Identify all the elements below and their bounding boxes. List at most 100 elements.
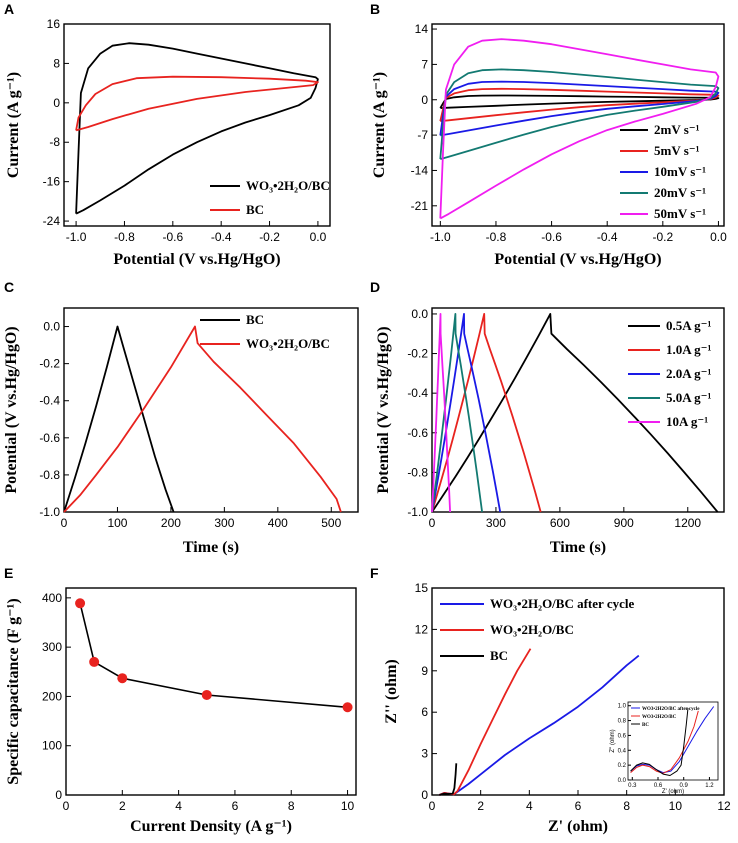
y-axis-label: Current (A g⁻¹) xyxy=(5,72,22,178)
y-tick-label: -16 xyxy=(43,175,61,189)
gcd-curve-current-density xyxy=(431,313,483,513)
capacitance-line xyxy=(79,603,348,709)
gcd-curve-current-density xyxy=(431,313,451,513)
x-tick-label: 0.0 xyxy=(710,230,727,244)
inset-legend-label: WO3•2H2O/BC xyxy=(642,715,677,720)
y-tick-label: 14 xyxy=(415,22,429,36)
capacitance-point xyxy=(342,702,353,713)
x-tick-label: -0.6 xyxy=(162,230,183,244)
y-tick-label: 9 xyxy=(421,664,428,678)
y-tick-label: 3 xyxy=(421,747,428,761)
x-tick-label: 200 xyxy=(161,516,181,530)
x-tick-label: 4 xyxy=(526,799,533,813)
inset-nyquist-curve xyxy=(630,710,699,774)
y-tick-label: 100 xyxy=(42,739,62,753)
x-tick-label: 12 xyxy=(717,799,731,813)
y-tick-label: -24 xyxy=(43,214,61,228)
inset-x-tick-label: 0.6 xyxy=(654,783,663,789)
y-tick-label: -0.4 xyxy=(407,386,428,400)
inset-y-tick-label: 0.8 xyxy=(618,719,627,725)
legend-label: 2mV s⁻¹ xyxy=(654,122,700,137)
chart-b-cv-scan-rates: -1.0 -0.8 -0.6 -0.4 -0.2 0.0 14 7 0 -7 -14 -21 Poten… xyxy=(371,22,727,268)
inset-x-tick-label: 1.2 xyxy=(705,783,714,789)
y-tick-label: 6 xyxy=(421,705,428,719)
legend-label: 0.5A g⁻¹ xyxy=(666,318,712,333)
x-axis-label: Time (s) xyxy=(183,539,239,556)
y-axis-label: Potential (V vs.Hg/HgO) xyxy=(375,326,392,493)
inset-chart: 0.3 0.6 0.9 1.2 1.0 0.8 0.6 0.4 0.2 0.0 Z' (ohm) Z'… xyxy=(610,701,719,795)
x-axis-label: Potential (V vs.Hg/HgO) xyxy=(113,251,280,268)
chart-a-cv-comparison: -1.0 -0.8 -0.6 -0.4 -0.2 0.0 16 8 0 -8 -16 -24 Poten… xyxy=(5,17,331,268)
legend-label: 50mV s⁻¹ xyxy=(654,206,706,221)
y-tick-label: -0.2 xyxy=(407,347,428,361)
y-tick-label: 300 xyxy=(42,640,62,654)
plot-frame xyxy=(65,587,357,796)
y-tick-label: 0 xyxy=(421,788,428,802)
x-tick-label: 500 xyxy=(321,516,341,530)
legend-label: 10A g⁻¹ xyxy=(666,414,708,429)
panel-label-c: C xyxy=(4,279,14,295)
x-tick-label: 10 xyxy=(341,799,355,813)
inset-y-tick-label: 0.4 xyxy=(618,748,627,754)
legend-label: BC xyxy=(246,312,264,327)
y-tick-label: -14 xyxy=(411,163,429,177)
x-tick-label: 6 xyxy=(575,799,582,813)
legend-label: WO₃•2H₂O/BC after cycle xyxy=(490,596,634,611)
x-tick-label: 100 xyxy=(107,516,127,530)
y-tick-label: 15 xyxy=(415,581,429,595)
legend-label: 2.0A g⁻¹ xyxy=(666,366,712,381)
x-tick-label: 400 xyxy=(268,516,288,530)
x-tick-label: -0.4 xyxy=(211,230,232,244)
y-tick-label: -7 xyxy=(417,128,428,142)
y-tick-label: 0 xyxy=(53,96,60,110)
x-tick-label: 8 xyxy=(288,799,295,813)
legend-label: 1.0A g⁻¹ xyxy=(666,342,712,357)
x-tick-label: 8 xyxy=(623,799,630,813)
inset-x-axis-label: Z' (ohm) xyxy=(662,789,684,795)
inset-x-tick-label: 0.3 xyxy=(628,783,637,789)
y-tick-label: 400 xyxy=(42,591,62,605)
cv-curve xyxy=(75,42,319,215)
y-tick-label: -8 xyxy=(49,135,60,149)
chart-f-nyquist: 0 2 4 6 8 10 12 15 12 9 6 3 0 Z' (ohm) Z'' (ohm) WO₃•2H… xyxy=(383,581,731,835)
plot-frame xyxy=(431,23,725,227)
capacitance-point xyxy=(117,673,128,684)
legend-label: 5mV s⁻¹ xyxy=(654,143,700,158)
y-tick-label: -0.2 xyxy=(39,357,60,371)
nyquist-curve xyxy=(438,654,640,796)
x-tick-label: -1.0 xyxy=(66,230,87,244)
gcd-curve xyxy=(63,325,175,513)
y-axis-label: Specific capacitance (F g⁻¹) xyxy=(5,598,22,784)
y-tick-label: 12 xyxy=(415,622,429,636)
inset-y-axis-label: Z'' (ohm) xyxy=(610,729,616,752)
nyquist-curve xyxy=(439,763,458,796)
x-tick-label: 0 xyxy=(429,799,436,813)
inset-legend-label: WO3•2H2O/BC after cycle xyxy=(642,707,700,712)
legend-label: 20mV s⁻¹ xyxy=(654,185,706,200)
cv-curve-scan-rate xyxy=(439,38,720,220)
x-tick-label: 300 xyxy=(486,516,506,530)
y-tick-label: -1.0 xyxy=(39,505,60,519)
legend-label: WO₃•2H₂O/BC xyxy=(490,622,574,637)
y-tick-label: 16 xyxy=(47,17,61,31)
x-tick-label: -0.8 xyxy=(114,230,135,244)
y-tick-label: 0.0 xyxy=(43,320,60,334)
inset-y-tick-label: 0.2 xyxy=(618,763,627,769)
plot-frame xyxy=(431,307,725,513)
y-tick-label: 0 xyxy=(421,93,428,107)
y-tick-label: -0.6 xyxy=(39,431,60,445)
y-axis-label: Potential (V vs.Hg/HgO) xyxy=(3,326,20,493)
panel-label-d: D xyxy=(370,279,380,295)
y-tick-label: -21 xyxy=(411,199,429,213)
y-tick-label: -0.8 xyxy=(407,465,428,479)
x-tick-label: 0 xyxy=(63,799,70,813)
y-tick-label: -0.6 xyxy=(407,426,428,440)
y-axis-label: Current (A g⁻¹) xyxy=(371,72,388,178)
inset-y-tick-label: 0.0 xyxy=(618,778,627,784)
panel-label-a: A xyxy=(4,1,14,17)
x-tick-label: 0.0 xyxy=(310,230,327,244)
cv-curve xyxy=(75,75,319,132)
plot-frame xyxy=(63,307,359,513)
y-tick-label: -0.4 xyxy=(39,394,60,408)
